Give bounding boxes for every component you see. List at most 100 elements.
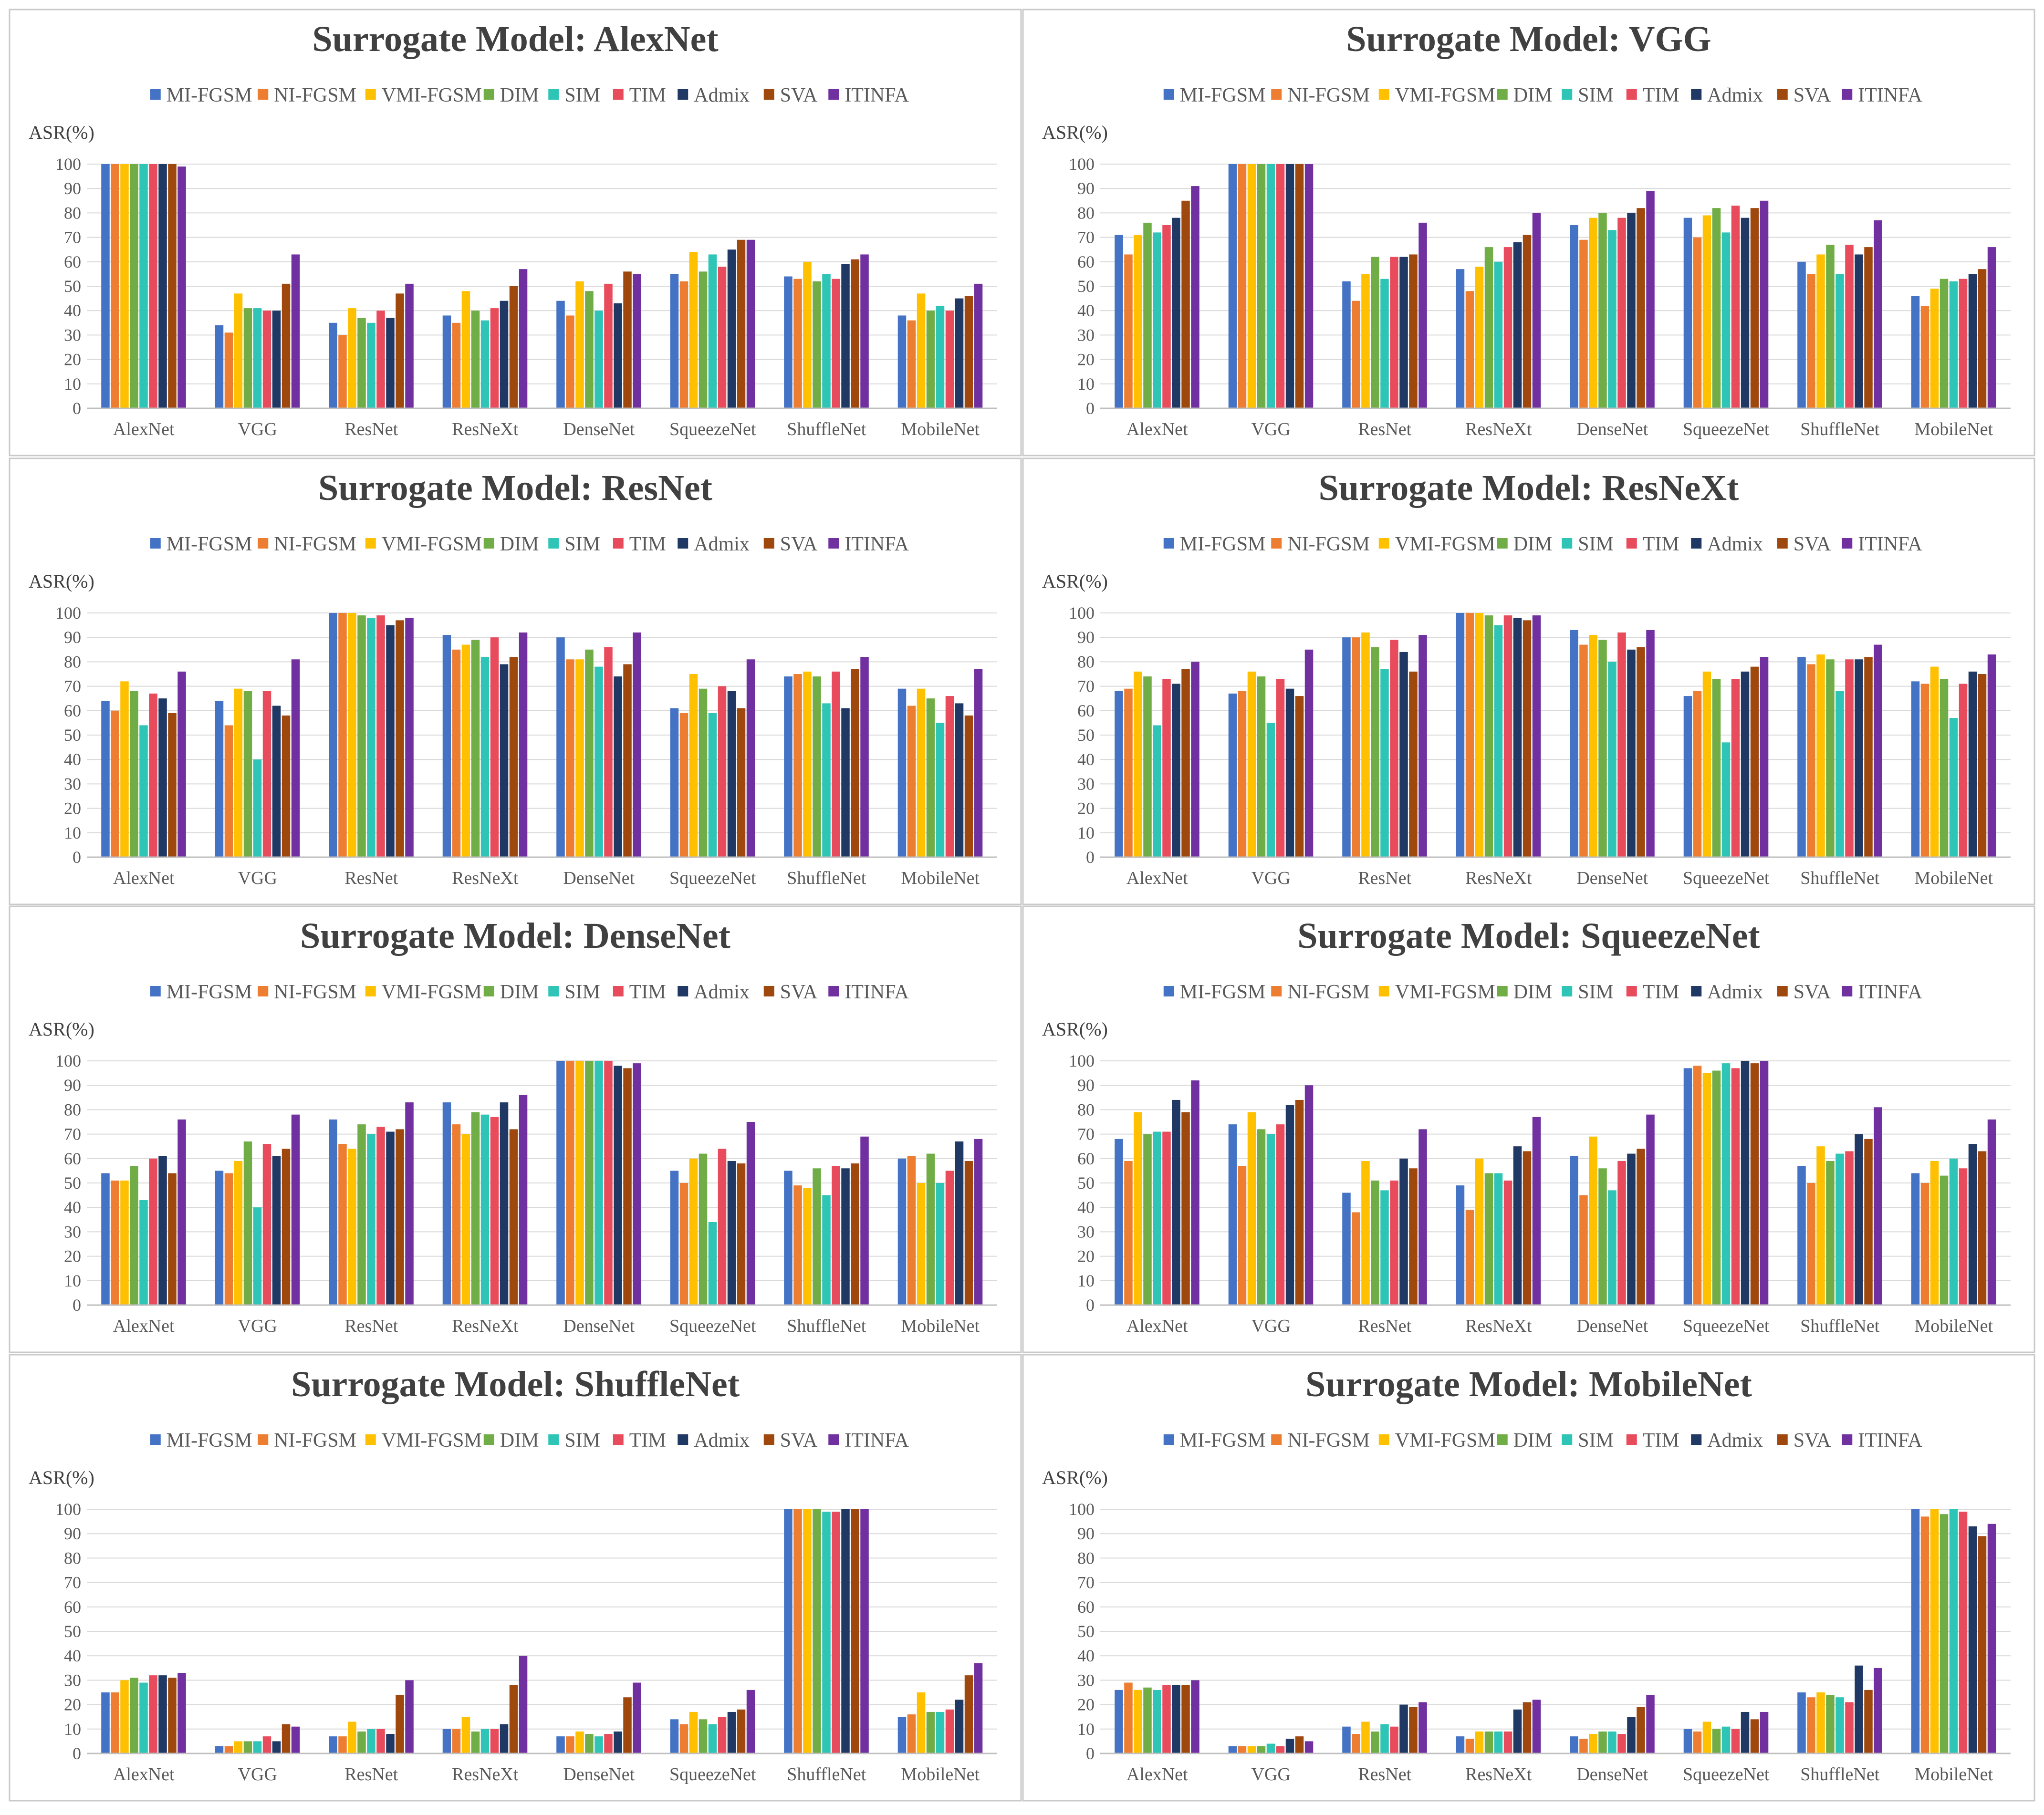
bar-squeezenet-itinfa bbox=[1760, 657, 1769, 857]
bar-densenet-sim bbox=[1608, 1190, 1616, 1305]
y-tick-label: 30 bbox=[1077, 1670, 1095, 1690]
bar-vgg-dim bbox=[1257, 1129, 1266, 1305]
bar-squeezenet-sim bbox=[1721, 1726, 1731, 1753]
legend-swatch-itinfa bbox=[1842, 1434, 1853, 1445]
bar-alexnet-admix bbox=[158, 1156, 167, 1305]
legend-swatch-sim bbox=[1562, 986, 1573, 996]
bar-mobilenet-sva bbox=[964, 716, 973, 857]
bar-alexnet-tim bbox=[149, 164, 157, 408]
x-category-label: ResNet bbox=[1358, 419, 1411, 439]
bar-mobilenet-itinfa bbox=[1987, 654, 1996, 857]
bar-resnext-tim bbox=[490, 1729, 499, 1753]
y-tick-label: 100 bbox=[55, 155, 81, 174]
bar-resnet-tim bbox=[1390, 257, 1398, 408]
legend-swatch-admix bbox=[1691, 538, 1702, 549]
legend-label-itinfa: ITINFA bbox=[1858, 84, 1922, 106]
bars bbox=[101, 613, 983, 857]
bar-resnet-mi-fgsm bbox=[329, 322, 337, 408]
legend-swatch-sim bbox=[548, 986, 559, 996]
bar-mobilenet-itinfa bbox=[974, 669, 983, 857]
bar-vgg-ni-fgsm bbox=[224, 1746, 233, 1753]
bar-resnext-mi-fgsm bbox=[1456, 1736, 1465, 1753]
chart-panel-2: Surrogate Model: VGG MI-FGSM NI-FGSM VMI-FG… bbox=[1022, 9, 2035, 456]
y-tick-label: 30 bbox=[64, 774, 81, 793]
legend-label-vmi-fgsm: VMI-FGSM bbox=[1395, 1430, 1495, 1452]
bar-resnet-tim bbox=[376, 1127, 385, 1305]
legend-swatch-sim bbox=[1562, 89, 1573, 100]
bar-squeezenet-tim bbox=[718, 267, 727, 408]
legend-swatch-admix bbox=[1691, 1434, 1702, 1445]
bar-mobilenet-sva bbox=[964, 1675, 973, 1753]
bar-alexnet-sva bbox=[1181, 1112, 1190, 1305]
bar-vgg-vmi-fgsm bbox=[1247, 1112, 1256, 1305]
bar-vgg-tim bbox=[1276, 679, 1285, 857]
bar-mobilenet-vmi-fgsm bbox=[1930, 666, 1939, 857]
legend-label-sim: SIM bbox=[1578, 1430, 1614, 1452]
bar-alexnet-ni-fgsm bbox=[111, 1180, 119, 1305]
legend-label-itinfa: ITINFA bbox=[1858, 1430, 1922, 1452]
bar-vgg-vmi-fgsm bbox=[1247, 671, 1256, 857]
bar-shufflenet-dim bbox=[813, 281, 821, 408]
bar-resnext-admix bbox=[500, 1102, 509, 1305]
y-tick-label: 70 bbox=[1077, 1573, 1095, 1592]
bar-resnet-dim bbox=[357, 318, 366, 408]
bar-vgg-sva bbox=[282, 1724, 291, 1753]
bar-squeezenet-tim bbox=[1731, 1068, 1740, 1305]
bar-resnet-vmi-fgsm bbox=[348, 308, 356, 408]
legend-swatch-tim bbox=[613, 538, 624, 549]
bar-resnext-dim bbox=[471, 1731, 480, 1753]
bar-resnet-mi-fgsm bbox=[1342, 1193, 1351, 1305]
bar-resnet-itinfa bbox=[405, 618, 414, 857]
bar-mobilenet-dim bbox=[926, 698, 935, 857]
bar-resnet-sva bbox=[396, 293, 404, 408]
legend-label-dim: DIM bbox=[500, 533, 539, 555]
bar-shufflenet-tim bbox=[1845, 1702, 1854, 1753]
x-category-label: ResNeXt bbox=[452, 1764, 519, 1784]
bar-densenet-itinfa bbox=[633, 632, 641, 857]
x-category-label: DenseNet bbox=[563, 1316, 635, 1336]
bar-alexnet-dim bbox=[1143, 676, 1152, 857]
y-tick-label: 50 bbox=[64, 1173, 81, 1193]
legend-swatch-itinfa bbox=[1842, 89, 1853, 100]
chart-title: Surrogate Model: ResNeXt bbox=[1319, 468, 1739, 508]
x-category-label: VGG bbox=[1251, 1764, 1291, 1784]
y-tick-label: 20 bbox=[64, 350, 81, 369]
bar-squeezenet-tim bbox=[718, 1149, 727, 1305]
y-tick-label: 10 bbox=[1077, 823, 1095, 842]
bar-resnext-itinfa bbox=[519, 269, 528, 408]
bar-shufflenet-ni-fgsm bbox=[1807, 1697, 1815, 1753]
legend-swatch-itinfa bbox=[828, 1434, 839, 1445]
bar-shufflenet-sva bbox=[851, 669, 859, 857]
bar-resnext-ni-fgsm bbox=[452, 649, 461, 857]
bar-mobilenet-sim bbox=[1949, 718, 1958, 857]
legend-label-tim: TIM bbox=[1643, 533, 1679, 555]
y-tick-label: 10 bbox=[1077, 1271, 1095, 1290]
x-category-label: SqueezeNet bbox=[669, 1316, 756, 1336]
bar-resnext-mi-fgsm bbox=[442, 1102, 451, 1305]
bar-mobilenet-sim bbox=[1949, 1158, 1958, 1305]
y-tick-label: 50 bbox=[1077, 1173, 1095, 1193]
bar-shufflenet-vmi-fgsm bbox=[1816, 654, 1825, 857]
bar-squeezenet-sim bbox=[1721, 232, 1731, 408]
legend-label-itinfa: ITINFA bbox=[1858, 981, 1922, 1003]
bar-squeezenet-dim bbox=[1712, 1070, 1721, 1305]
x-category-label: ResNet bbox=[1358, 1764, 1411, 1784]
bar-resnet-sim bbox=[1380, 1724, 1389, 1753]
bar-alexnet-tim bbox=[1162, 225, 1171, 408]
bar-vgg-sva bbox=[282, 283, 291, 408]
bar-resnext-tim bbox=[1503, 1180, 1512, 1305]
bar-densenet-vmi-fgsm bbox=[1589, 635, 1597, 857]
x-category-label: ShuffleNet bbox=[787, 1316, 866, 1336]
bar-resnet-vmi-fgsm bbox=[1361, 274, 1370, 408]
x-category-label: ShuffleNet bbox=[1800, 868, 1879, 888]
x-category-label: AlexNet bbox=[113, 1316, 175, 1336]
bar-alexnet-sva bbox=[1181, 669, 1190, 857]
bar-alexnet-mi-fgsm bbox=[1115, 235, 1123, 408]
bar-squeezenet-sva bbox=[737, 1163, 746, 1305]
y-axis-label: ASR(%) bbox=[29, 570, 94, 592]
bar-mobilenet-admix bbox=[1968, 274, 1977, 408]
bar-squeezenet-ni-fgsm bbox=[1693, 691, 1702, 857]
bar-squeezenet-mi-fgsm bbox=[1683, 1729, 1692, 1753]
bar-resnet-itinfa bbox=[405, 1680, 414, 1753]
bar-squeezenet-admix bbox=[727, 249, 736, 408]
